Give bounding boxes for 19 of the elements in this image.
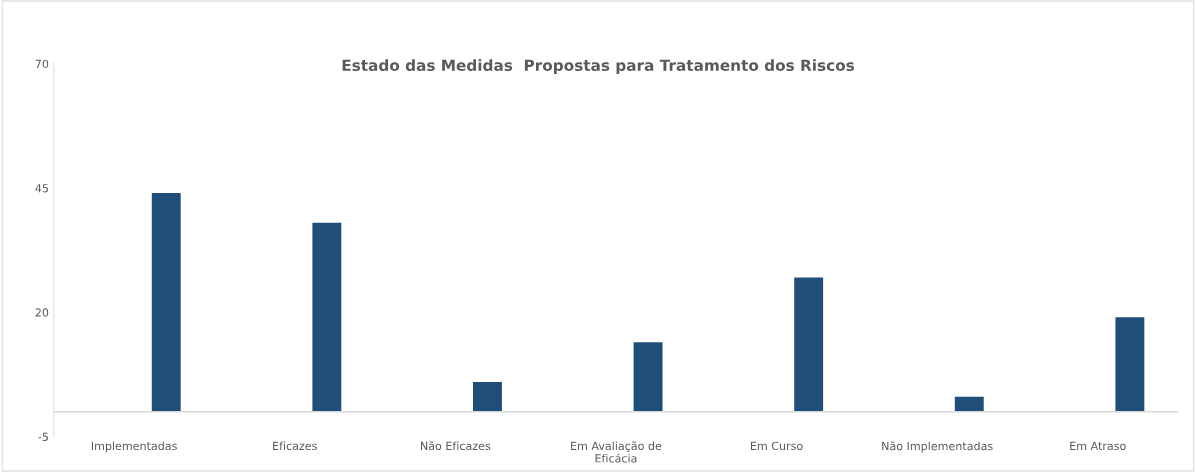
chart-title: Estado das Medidas Propostas para Tratamento dos Riscos [342, 59, 855, 74]
y-tick-label: 45 [35, 184, 48, 193]
x-tick-label: Implementadas [91, 441, 177, 453]
x-tick-label: Em Avaliação de Eficácia [571, 441, 662, 463]
bar [1115, 317, 1145, 412]
x-tick-label: Não Eficazes [421, 441, 491, 451]
y-tick-label: 70 [35, 59, 49, 69]
bar [794, 277, 824, 412]
x-tick-label: Eficazes [273, 441, 317, 451]
x-tick-label: Em Atraso [1070, 441, 1126, 451]
bar [473, 381, 502, 412]
y-tick-label: 20 [35, 308, 49, 317]
y-tick-label: -5 [38, 432, 48, 441]
bar [151, 192, 181, 412]
bar [312, 222, 342, 412]
x-tick-label: Em Curso [750, 441, 803, 451]
bar [633, 342, 663, 412]
x-tick-label: Não Implementadas [882, 441, 993, 453]
bar [954, 396, 984, 412]
